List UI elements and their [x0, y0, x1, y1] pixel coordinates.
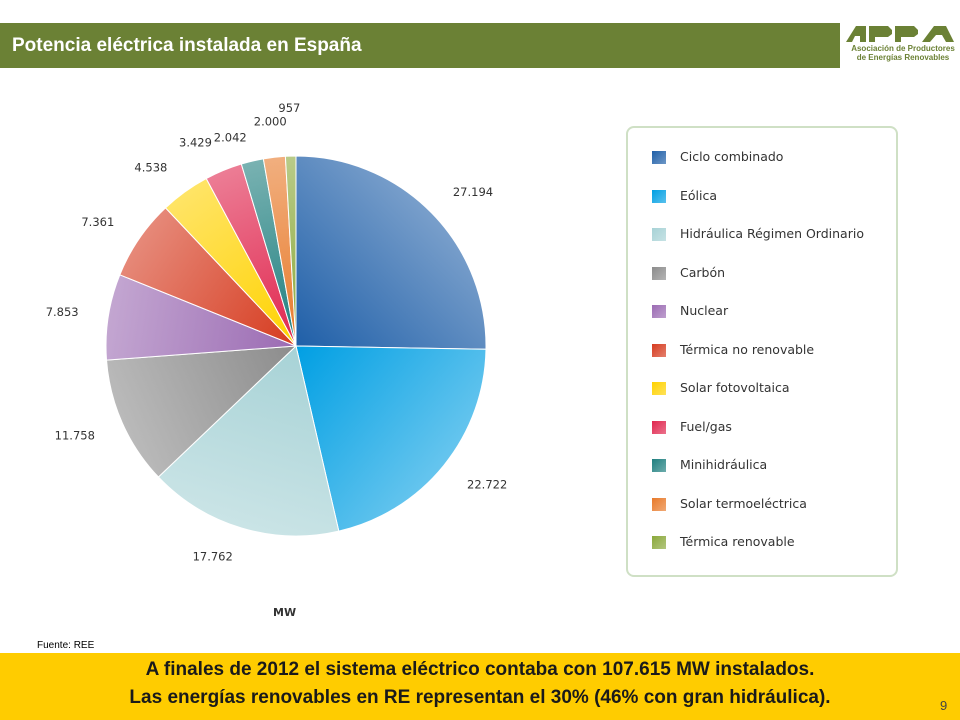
legend-swatch [652, 305, 666, 318]
pie-value-label: 3.429 [179, 136, 212, 150]
logo-caption: Asociación de Productores de Energías Re… [846, 44, 960, 62]
pie-value-label: 957 [278, 101, 300, 115]
pie-slice [295, 345, 487, 532]
pie-slice [284, 155, 297, 347]
legend-label: Ciclo combinado [680, 149, 784, 164]
page-number: 9 [940, 698, 948, 713]
legend-swatch [652, 151, 666, 164]
pie-value-label: 7.361 [81, 215, 114, 229]
legend-label: Fuel/gas [680, 418, 732, 434]
legend-label: Carbón [680, 264, 726, 280]
legend-label: Hidráulica Régimen Ordinario [680, 226, 864, 241]
legend-swatch [652, 497, 666, 511]
pie-slice [295, 155, 487, 350]
legend-label: Solar fotovoltaica [680, 380, 790, 395]
legend-label: Solar termoeléctrica [680, 495, 807, 511]
legend-swatch [652, 266, 666, 280]
footer-line-1: A finales de 2012 el sistema eléctrico c… [145, 659, 815, 680]
pie-slice [157, 345, 340, 537]
pie-value-label: 2.000 [254, 114, 287, 128]
logo-caption-line2: de Energías Renovables [856, 53, 950, 62]
legend-swatch [652, 459, 666, 472]
appa-wordmark-icon [846, 26, 954, 42]
legend-swatch [652, 228, 666, 241]
page-title: Potencia eléctrica instalada en España [12, 35, 362, 56]
source-note: Fuente: REE [37, 640, 95, 651]
pie-slice [105, 345, 298, 478]
legend-swatch [652, 420, 666, 434]
legend-label: Térmica renovable [680, 534, 795, 549]
footer-line-2: Las energías renovables en RE representa… [129, 687, 831, 708]
legend-label: Nuclear [680, 303, 729, 318]
legend-label: Minihidráulica [680, 457, 768, 472]
legend-swatch [652, 343, 666, 357]
header-bar: Potencia eléctrica instalada en España [0, 23, 840, 68]
pie-value-label: 11.758 [55, 428, 95, 442]
legend-label: Térmica no renovable [680, 341, 815, 357]
appa-logo [846, 26, 954, 42]
logo-caption-line1: Asociación de Productores [851, 44, 955, 53]
pie-value-label: 7.853 [46, 305, 79, 319]
legend-label: Eólica [680, 187, 718, 203]
pie-value-label: 2.042 [214, 131, 247, 145]
legend-swatch [652, 189, 666, 203]
legend-swatch [652, 382, 666, 395]
unit-label: MW [273, 606, 297, 619]
legend-swatch [652, 536, 666, 549]
pie-value-label: 4.538 [134, 161, 167, 175]
footer-banner: A finales de 2012 el sistema eléctrico c… [0, 653, 960, 720]
legend: Ciclo combinado Eólica Hidráulica Régimen … [626, 126, 898, 577]
pie-value-label: 22.722 [467, 477, 507, 491]
pie-value-label: 17.762 [193, 550, 233, 564]
pie-value-label: 27.194 [453, 185, 493, 199]
pie-chart: 27.194 22.722 17.762 11.758 7.853 7.361 4.538 3… [46, 101, 508, 564]
